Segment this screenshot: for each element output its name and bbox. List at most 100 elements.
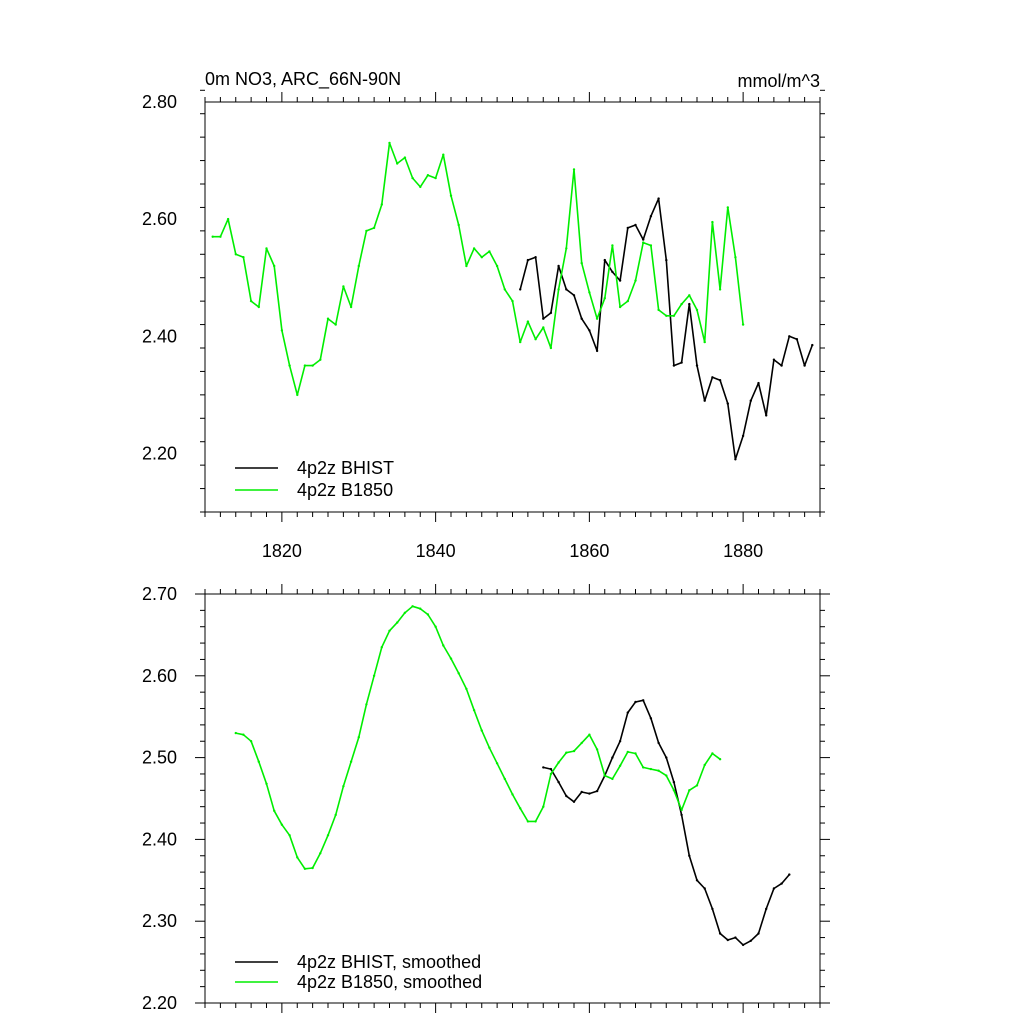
data-point bbox=[657, 769, 660, 772]
data-point bbox=[780, 882, 783, 885]
data-point bbox=[557, 288, 560, 291]
data-point bbox=[380, 646, 383, 649]
data-point bbox=[526, 320, 530, 323]
data-point bbox=[695, 308, 699, 312]
legend-label: 4p2z B1850 bbox=[297, 480, 393, 500]
data-point bbox=[565, 247, 568, 250]
data-point bbox=[580, 790, 583, 794]
data-point bbox=[257, 305, 260, 309]
data-point bbox=[642, 241, 645, 244]
data-point bbox=[711, 907, 714, 911]
data-point bbox=[634, 752, 637, 755]
data-point bbox=[718, 932, 722, 935]
data-point bbox=[419, 185, 422, 189]
data-point bbox=[319, 852, 322, 855]
data-point bbox=[534, 256, 537, 259]
data-point bbox=[526, 258, 530, 262]
data-point bbox=[695, 364, 699, 367]
data-point bbox=[642, 699, 645, 702]
data-point bbox=[319, 358, 322, 361]
series-line bbox=[519, 197, 814, 461]
data-point bbox=[595, 789, 599, 793]
data-point bbox=[572, 168, 576, 171]
data-point bbox=[396, 162, 399, 165]
data-point bbox=[472, 709, 476, 712]
data-point bbox=[534, 338, 537, 341]
data-point bbox=[549, 767, 553, 771]
data-point bbox=[426, 174, 430, 177]
data-point bbox=[703, 399, 706, 402]
data-point bbox=[495, 762, 499, 765]
data-point bbox=[280, 823, 284, 826]
data-point bbox=[642, 766, 645, 769]
data-point bbox=[472, 247, 476, 250]
data-point bbox=[726, 206, 729, 209]
data-point bbox=[372, 226, 376, 230]
data-point bbox=[711, 752, 714, 755]
data-point bbox=[595, 748, 599, 751]
data-point bbox=[303, 867, 307, 870]
data-point bbox=[726, 938, 729, 942]
data-point bbox=[326, 834, 330, 837]
data-point bbox=[772, 358, 776, 361]
y-tick-label: 2.80 bbox=[142, 92, 177, 112]
data-point bbox=[611, 756, 614, 759]
data-point bbox=[242, 256, 245, 259]
data-point bbox=[580, 261, 583, 265]
data-point bbox=[572, 800, 576, 803]
data-point bbox=[803, 364, 806, 367]
data-point bbox=[672, 314, 676, 317]
data-point bbox=[403, 611, 407, 614]
data-point bbox=[219, 235, 222, 238]
data-point bbox=[765, 907, 768, 911]
data-point bbox=[280, 329, 284, 332]
data-point bbox=[465, 687, 468, 691]
data-point bbox=[495, 264, 499, 268]
data-point bbox=[449, 657, 453, 660]
data-point bbox=[688, 302, 691, 306]
series-line bbox=[235, 605, 721, 870]
data-point bbox=[811, 343, 814, 347]
data-point bbox=[542, 805, 545, 808]
y-tick-label: 2.20 bbox=[142, 443, 177, 463]
data-point bbox=[519, 340, 522, 344]
data-point bbox=[780, 364, 783, 367]
data-point bbox=[242, 733, 245, 736]
data-point bbox=[649, 244, 653, 247]
data-point bbox=[480, 729, 483, 732]
data-point bbox=[534, 820, 537, 823]
data-point bbox=[688, 854, 691, 857]
data-point bbox=[603, 297, 606, 300]
data-point bbox=[480, 256, 483, 259]
x-tick-label: 1820 bbox=[262, 541, 302, 561]
data-point bbox=[665, 258, 668, 262]
legend-label: 4p2z B1850, smoothed bbox=[297, 972, 482, 992]
data-point bbox=[249, 740, 253, 743]
data-point bbox=[741, 434, 745, 438]
data-point bbox=[757, 381, 760, 385]
data-point bbox=[572, 294, 576, 297]
data-point bbox=[580, 741, 583, 745]
data-point bbox=[634, 700, 637, 704]
data-point bbox=[672, 364, 676, 367]
data-point bbox=[788, 873, 791, 876]
data-point bbox=[457, 672, 460, 675]
data-point bbox=[303, 364, 307, 367]
data-point bbox=[249, 299, 253, 303]
data-point bbox=[557, 780, 560, 784]
data-point bbox=[703, 340, 706, 344]
data-point bbox=[749, 399, 752, 402]
data-point bbox=[580, 317, 583, 320]
data-point bbox=[511, 299, 514, 303]
data-point bbox=[618, 740, 622, 743]
data-point bbox=[334, 813, 337, 817]
data-point bbox=[234, 253, 237, 256]
data-point bbox=[211, 235, 214, 238]
data-point bbox=[672, 789, 676, 792]
data-point bbox=[388, 141, 391, 145]
data-point bbox=[649, 717, 653, 720]
data-point bbox=[688, 294, 691, 297]
y-tick-label: 2.20 bbox=[142, 993, 177, 1013]
data-point bbox=[434, 176, 437, 180]
data-point bbox=[665, 756, 668, 759]
